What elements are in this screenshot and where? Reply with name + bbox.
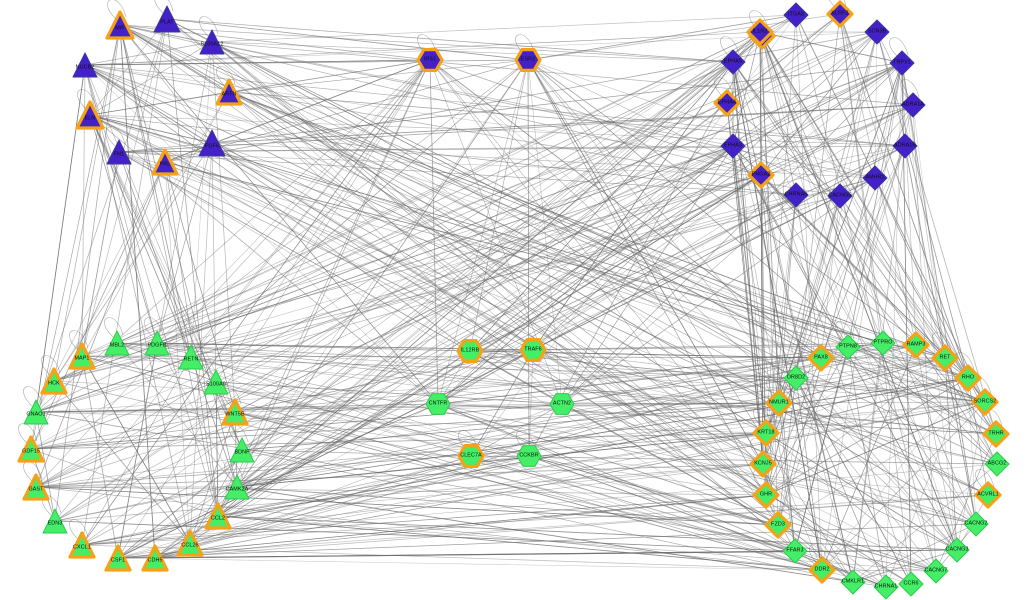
graph-node-traf6[interactable]: TRAF6 [519,337,547,363]
graph-node-retn[interactable]: RETN [177,343,205,371]
graph-node-hck[interactable]: HCK [40,367,68,395]
graph-node-mif[interactable]: MIF [105,10,135,40]
graph-node-ramp3[interactable]: RAMP3 [902,331,930,359]
graph-node-cdh5[interactable]: CDH5 [141,544,169,572]
graph-node-wnt5b[interactable]: WNT5B [221,398,249,426]
graph-node-epha4[interactable]: EPHA4 [713,89,741,117]
graph-node-cacng2[interactable]: CACNG2 [963,511,989,537]
graph-node-fzd3[interactable]: FZD3 [764,511,792,539]
graph-node-clec7a[interactable]: CLEC7A [457,443,485,469]
graph-node-klrf2[interactable]: KLRF2 [826,0,854,28]
graph-node-esr2[interactable]: ESR2 [514,47,542,73]
graph-node-bdnf[interactable]: BDNF [228,436,256,464]
graph-node-fn1[interactable]: FN1 [105,138,133,166]
graph-node-prl[interactable]: PRL [151,148,179,176]
graph-node-ccr6[interactable]: CCR6 [898,571,924,597]
graph-node-cacng7[interactable]: CACNG7 [923,558,949,584]
graph-node-epha3[interactable]: EPHA3 [720,133,746,159]
graph-node-trpv1[interactable]: TRPV1 [889,50,915,76]
graph-node-mbl2[interactable]: MBL2 [103,329,131,357]
graph-node-itga8[interactable]: ITGA8 [783,2,809,28]
graph-node-pdgfb[interactable]: PDGFB [143,329,171,357]
graph-node-chrna5[interactable]: CHRNA5 [783,182,809,208]
graph-node-s100a12[interactable]: S100A12 [198,28,226,56]
graph-node-trhr[interactable]: TRHR [982,420,1010,448]
graph-node-rho[interactable]: RHO [954,364,982,392]
graph-node-eln[interactable]: ELN [75,100,105,130]
graph-node-adra1a[interactable]: ADRA1A [900,92,926,118]
graph-node-epha5[interactable]: EPHA5 [720,49,746,75]
graph-node-ccl26[interactable]: CCL26 [176,529,204,557]
graph-node-pax8[interactable]: PAX8 [807,344,835,372]
graph-node-ddr2[interactable]: DDR2 [808,556,836,584]
graph-node-or8d2[interactable]: OR8D2 [783,365,809,391]
graph-node-cntfr[interactable]: CNTFR [425,391,451,417]
graph-node-nmur1[interactable]: NMUR1 [765,389,793,417]
graph-node-fgf6[interactable]: FGF6 [197,128,227,158]
graph-node-csf1[interactable]: CSF1 [104,544,132,572]
graph-node-actn2[interactable]: ACTN2 [549,391,575,417]
graph-node-map1[interactable]: MAP1 [68,342,96,370]
graph-node-nucb2[interactable]: NUCB2 [71,51,99,79]
graph-node-gdf15[interactable]: GDF15 [17,435,45,463]
graph-node-ffar3[interactable]: FFAR3 [782,538,808,564]
graph-node-sorcs2[interactable]: SORCS2 [971,388,999,416]
graph-node-il1r2[interactable]: IL1R2 [746,18,774,46]
graph-node-gast[interactable]: GAST [22,473,50,501]
graph-node-scn3b[interactable]: SCN3B [864,19,890,45]
graph-node-acvrl1[interactable]: ACVRL1 [974,481,1002,509]
graph-node-cxcl1[interactable]: CXCL1 [68,531,96,559]
graph-node-pnga2[interactable]: PNGA2 [747,161,775,189]
graph-node-ccl2[interactable]: CCL2 [204,502,232,530]
graph-node-adra1b[interactable]: ADRA1B [892,133,918,159]
graph-node-chrna1[interactable]: CHRNA1 [873,574,899,600]
graph-node-krt18[interactable]: KRT18 [752,419,780,447]
graph-node-ghr[interactable]: GHR [752,481,780,509]
graph-node-camk2a[interactable]: CAMK2A [223,473,251,501]
graph-node-s100a9[interactable]: S100A9 [202,368,230,396]
graph-node-cmklr1[interactable]: CMKLR1 [840,569,866,595]
graph-node-irs1[interactable]: IRS1 [416,47,444,73]
graph-node-ptpro[interactable]: PTPRO [870,330,896,356]
graph-node-cacng5[interactable]: CACNG5 [827,183,853,209]
graph-node-abcg2[interactable]: ABCG2 [984,451,1010,477]
graph-node-cckbr[interactable]: CCKBR [516,443,542,469]
graph-node-ptpn8[interactable]: PTPN8 [835,334,861,360]
graph-node-kcnj5[interactable]: KCNJ5 [749,450,777,478]
graph-node-amhr2[interactable]: AMHR2 [862,165,888,191]
graph-node-artn[interactable]: ARTN [215,78,243,106]
graph-node-gnao1[interactable]: GNAO1 [22,398,50,426]
graph-node-il12rb[interactable]: IL12RB [456,338,484,364]
graph-node-edn3[interactable]: EDN3 [41,507,69,535]
graph-node-plat[interactable]: PLAT [152,4,182,34]
